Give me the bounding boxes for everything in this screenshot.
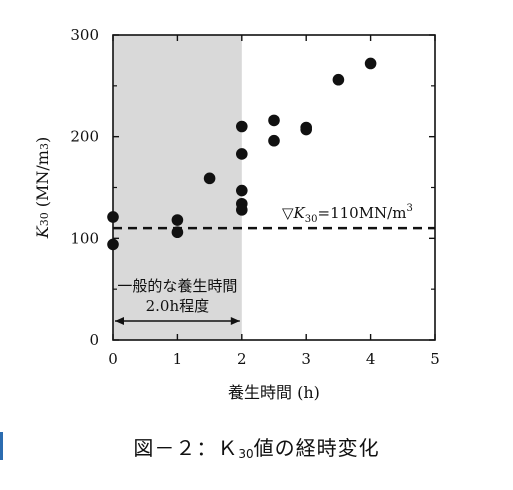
threshold-label: ▽K30=110MN/m3 [282, 203, 413, 225]
data-point [203, 172, 216, 185]
y-tick-label: 100 [70, 229, 99, 247]
data-point [300, 123, 313, 136]
x-tick-label: 3 [301, 350, 311, 368]
data-point [171, 226, 184, 239]
data-point [236, 184, 248, 197]
threshold-sub: 30 [305, 214, 318, 225]
data-point [364, 57, 377, 70]
caption-prefix: 図－２：Ｋ [133, 436, 239, 460]
data-point [107, 211, 119, 223]
region-label-line2: 2.0h程度 [146, 297, 210, 315]
x-tick-label: 0 [108, 350, 118, 368]
data-point [236, 204, 248, 216]
data-point [236, 148, 248, 160]
x-tick-label: 4 [366, 350, 376, 368]
typical-curing-shaded-region [113, 35, 242, 340]
x-axis-title: 養生時間 (h) [228, 383, 320, 402]
arrow-head-left [115, 317, 124, 325]
data-point [236, 120, 248, 133]
y-tick-label: 200 [70, 128, 99, 146]
data-points [107, 57, 377, 251]
figure-caption: 図－２：Ｋ30値の経時変化 [0, 432, 513, 461]
caption-accent-bar [0, 432, 3, 460]
data-point [107, 238, 119, 251]
y-title-unit: (MN/m [33, 150, 52, 212]
x-tick-label: 2 [237, 350, 247, 368]
data-point [268, 134, 280, 147]
y-title-sup: 3 [38, 143, 51, 150]
caption-suffix: 値の経時変化 [253, 436, 380, 460]
threshold-sup: 3 [406, 203, 412, 214]
y-title-var: K [33, 225, 52, 239]
threshold-symbol: ▽ [282, 204, 294, 222]
arrow-head-right [230, 317, 240, 325]
data-point [171, 214, 184, 226]
data-point [332, 73, 345, 86]
data-point [268, 114, 280, 127]
threshold-eq: =110MN/m [318, 204, 407, 222]
caption-sub: 30 [238, 447, 254, 461]
region-arrow [115, 317, 240, 325]
y-title-sub: 30 [38, 212, 51, 226]
ticks: 0 1 2 3 4 5 0 100 200 300 [70, 26, 439, 368]
x-tick-label: 1 [173, 350, 183, 368]
y-title-close: ) [33, 137, 52, 143]
x-tick-label: 5 [430, 350, 440, 368]
y-tick-label: 0 [89, 331, 99, 349]
y-axis-title: K30 (MN/m3) [33, 137, 52, 239]
region-label-line1: 一般的な養生時間 [117, 277, 237, 295]
y-tick-label: 300 [70, 26, 99, 44]
threshold-var: K [293, 204, 306, 222]
